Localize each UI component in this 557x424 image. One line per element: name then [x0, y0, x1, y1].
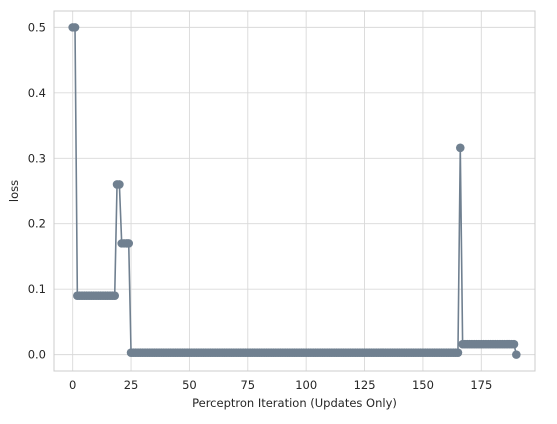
data-point: [115, 180, 124, 189]
y-tick-label: 0.2: [28, 217, 46, 231]
x-tick-label: 100: [295, 378, 317, 392]
y-tick-label: 0.4: [28, 86, 46, 100]
x-tick-label: 150: [412, 378, 434, 392]
y-tick-label: 0.0: [28, 348, 46, 362]
data-point: [453, 348, 463, 357]
data-point: [70, 23, 80, 32]
plot-frame: [53, 10, 536, 372]
series-line: [72, 26, 518, 355]
y-tick-label: 0.5: [28, 20, 46, 34]
series-points: [68, 23, 521, 359]
x-axis-ticks: 0 25 50 75 100 125 150 175: [69, 378, 492, 392]
x-tick-label: 125: [354, 378, 376, 392]
data-point: [512, 350, 521, 359]
x-tick-label: 25: [124, 378, 139, 392]
x-tick-label: 75: [240, 378, 255, 392]
data-point: [509, 339, 519, 349]
x-tick-label: 175: [470, 378, 492, 392]
x-tick-label: 50: [182, 378, 197, 392]
x-axis-label: Perceptron Iteration (Updates Only): [192, 396, 397, 410]
data-point: [124, 239, 134, 248]
data-point: [110, 291, 120, 301]
y-axis-ticks: 0.0 0.1 0.2 0.3 0.4 0.5: [28, 20, 46, 361]
y-tick-label: 0.3: [28, 151, 46, 165]
grid: [54, 11, 535, 371]
y-tick-label: 0.1: [28, 282, 46, 296]
x-tick-label: 0: [69, 378, 76, 392]
y-axis-label: loss: [7, 180, 21, 202]
data-point: [455, 143, 465, 153]
